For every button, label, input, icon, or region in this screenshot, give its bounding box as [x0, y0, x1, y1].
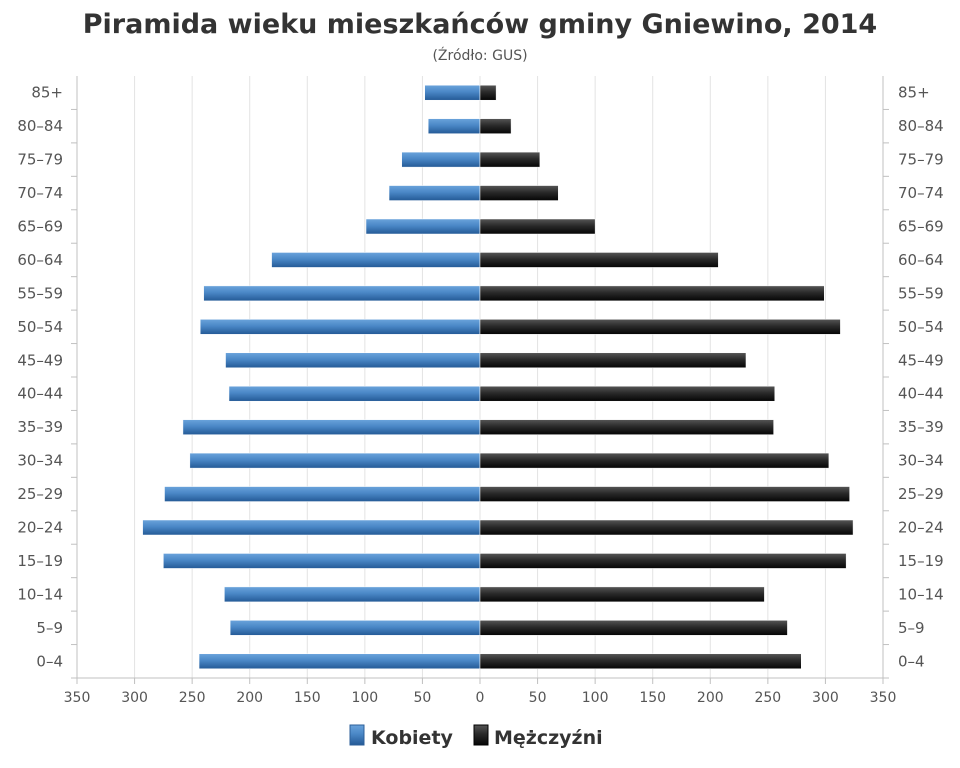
bar-kobiety[interactable]: [199, 319, 481, 335]
bar-mezczyzni[interactable]: [479, 653, 802, 670]
category-label-left: 5–9: [36, 619, 63, 637]
bar-mezczyzni[interactable]: [479, 452, 830, 469]
category-label-right: 85+: [898, 84, 930, 102]
bar-mezczyzni[interactable]: [479, 486, 850, 502]
legend-swatch-kobiety: [349, 724, 365, 746]
x-tick-label: 150: [294, 690, 321, 706]
category-label-right: 5–9: [898, 619, 925, 637]
x-tick-label: 200: [697, 690, 724, 706]
category-label-left: 65–69: [17, 218, 63, 236]
category-label-right: 35–39: [898, 418, 944, 436]
bar-kobiety[interactable]: [401, 151, 481, 168]
x-tick-label: 100: [351, 690, 378, 706]
x-tick-label: 350: [64, 690, 91, 706]
category-label-right: 30–34: [898, 452, 944, 470]
x-tick-label: 350: [870, 690, 897, 706]
category-label-right: 0–4: [898, 652, 925, 670]
category-label-left: 50–54: [17, 318, 63, 336]
legend-label-kobiety[interactable]: Kobiety: [371, 727, 454, 749]
bar-kobiety[interactable]: [203, 285, 481, 302]
bar-kobiety[interactable]: [365, 218, 481, 235]
category-label-right: 15–19: [898, 552, 944, 570]
bar-kobiety[interactable]: [142, 519, 481, 536]
bar-mezczyzni[interactable]: [479, 519, 854, 536]
bar-mezczyzni[interactable]: [479, 352, 747, 369]
bars: [142, 84, 854, 670]
category-label-left: 40–44: [17, 385, 63, 403]
category-label-right: 55–59: [898, 284, 944, 302]
x-tick-label: 200: [236, 690, 263, 706]
bar-mezczyzni[interactable]: [479, 285, 825, 302]
bar-kobiety[interactable]: [388, 185, 481, 201]
bar-mezczyzni[interactable]: [479, 151, 541, 168]
bar-mezczyzni[interactable]: [479, 319, 841, 335]
category-label-left: 55–59: [17, 284, 63, 302]
bar-mezczyzni[interactable]: [479, 586, 765, 603]
bar-kobiety[interactable]: [224, 586, 481, 603]
bar-kobiety[interactable]: [228, 385, 481, 402]
bar-mezczyzni[interactable]: [479, 620, 788, 636]
category-label-right: 10–14: [898, 585, 944, 603]
category-label-right: 75–79: [898, 151, 944, 169]
category-label-left: 60–64: [17, 251, 63, 269]
category-label-left: 25–29: [17, 485, 63, 503]
category-label-left: 75–79: [17, 151, 63, 169]
x-tick-label: 300: [812, 690, 839, 706]
category-label-right: 25–29: [898, 485, 944, 503]
bar-kobiety[interactable]: [164, 486, 481, 502]
chart-subtitle: (Źródło: GUS): [432, 46, 527, 64]
bar-mezczyzni[interactable]: [479, 553, 847, 569]
bar-mezczyzni[interactable]: [479, 185, 559, 201]
category-label-right: 50–54: [898, 318, 944, 336]
category-label-right: 45–49: [898, 351, 944, 369]
bar-kobiety[interactable]: [424, 84, 481, 101]
category-label-right: 65–69: [898, 218, 944, 236]
category-label-left: 15–19: [17, 552, 63, 570]
x-tick-label: 100: [582, 690, 609, 706]
category-label-right: 40–44: [898, 385, 944, 403]
bar-mezczyzni[interactable]: [479, 218, 596, 235]
x-tick-label: 0: [476, 690, 485, 706]
x-tick-label: 250: [754, 690, 781, 706]
axes: 350 300 250 200 150 100 50 0 50 100 150 200 250 300 35…: [17, 76, 944, 706]
bar-mezczyzni[interactable]: [479, 419, 774, 435]
category-label-left: 0–4: [36, 652, 63, 670]
legend-label-mezczyzni[interactable]: Mężczyźni: [494, 727, 603, 749]
category-label-right: 60–64: [898, 251, 944, 269]
category-label-left: 20–24: [17, 519, 63, 537]
bar-mezczyzni[interactable]: [479, 118, 512, 134]
bar-kobiety[interactable]: [271, 252, 481, 268]
x-tick-label: 300: [121, 690, 148, 706]
bar-kobiety[interactable]: [182, 419, 481, 435]
bar-kobiety[interactable]: [198, 653, 481, 670]
category-label-left: 30–34: [17, 452, 63, 470]
category-label-right: 20–24: [898, 519, 944, 537]
bar-kobiety[interactable]: [427, 118, 481, 134]
x-tick-label: 150: [639, 690, 666, 706]
x-tick-label: 50: [414, 690, 432, 706]
category-label-left: 45–49: [17, 351, 63, 369]
x-tick-label: 250: [179, 690, 206, 706]
x-tick-label: 50: [529, 690, 547, 706]
bar-kobiety[interactable]: [189, 452, 481, 469]
category-label-right: 70–74: [898, 184, 944, 202]
bar-mezczyzni[interactable]: [479, 84, 497, 101]
bar-kobiety[interactable]: [229, 620, 481, 636]
category-label-right: 80–84: [898, 117, 944, 135]
category-label-left: 85+: [31, 84, 63, 102]
category-label-left: 80–84: [17, 117, 63, 135]
bar-kobiety[interactable]: [225, 352, 481, 369]
bar-kobiety[interactable]: [163, 553, 481, 569]
bar-mezczyzni[interactable]: [479, 252, 719, 268]
bar-mezczyzni[interactable]: [479, 385, 776, 402]
category-label-left: 70–74: [17, 184, 63, 202]
grid-lines: [76, 76, 884, 678]
legend: Kobiety Mężczyźni: [349, 724, 603, 749]
category-label-left: 35–39: [17, 418, 63, 436]
chart-title: Piramida wieku mieszkańców gminy Gniewin…: [83, 9, 877, 40]
legend-swatch-mezczyzni: [473, 724, 489, 746]
category-label-left: 10–14: [17, 585, 63, 603]
